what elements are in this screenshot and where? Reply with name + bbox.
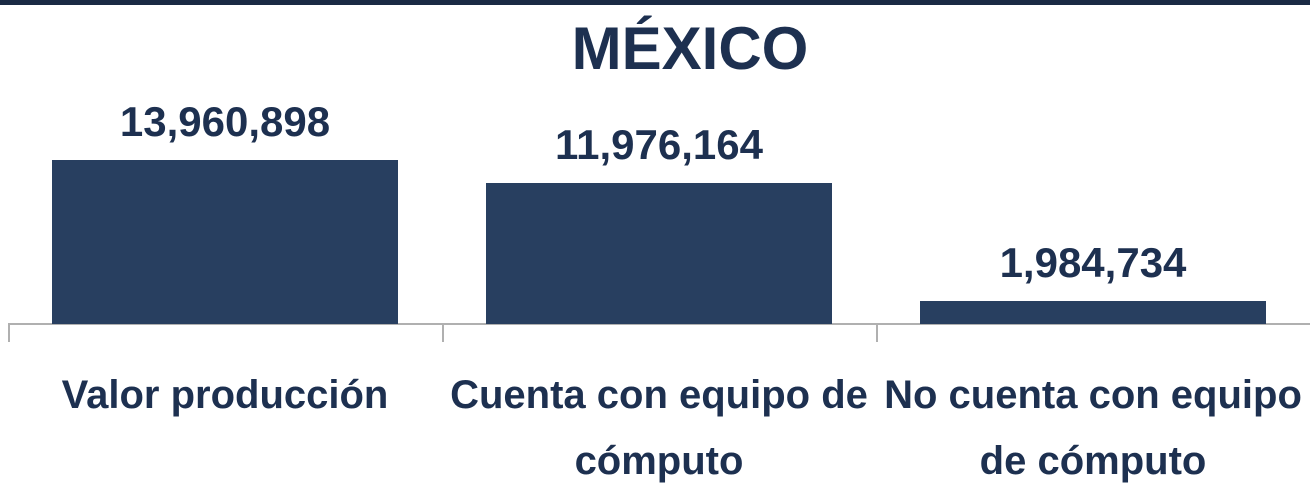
x-tick-label: Valor producción	[61, 373, 389, 417]
bar	[486, 183, 832, 324]
data-label: 11,976,164	[555, 121, 763, 169]
x-tick-label: No cuenta con equipo de cómputo	[884, 373, 1302, 483]
x-tick	[876, 324, 878, 342]
bar	[920, 300, 1266, 324]
data-label: 13,960,898	[119, 98, 331, 145]
x-tick	[8, 324, 10, 342]
bar	[52, 160, 398, 324]
x-tick	[442, 324, 444, 342]
data-label: 1,984,734	[999, 238, 1187, 286]
x-axis	[8, 323, 1310, 325]
chart-title: MÉXICO	[571, 15, 809, 82]
top-border	[0, 0, 1310, 5]
x-tick-label: Cuenta con equipo de cómputo	[450, 373, 868, 483]
